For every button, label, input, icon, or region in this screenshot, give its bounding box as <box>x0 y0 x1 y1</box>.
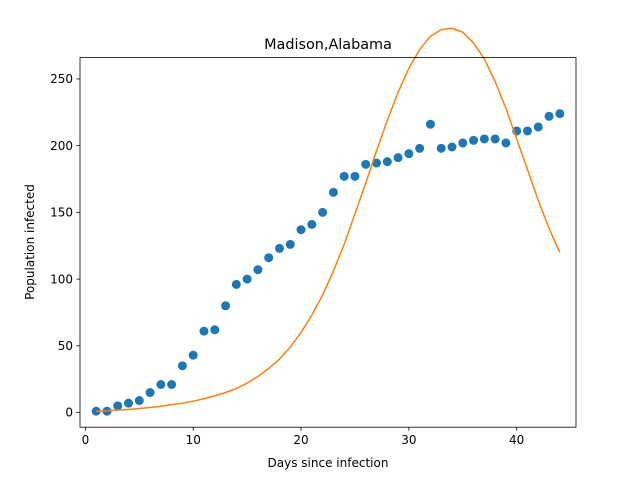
data-point <box>124 398 134 408</box>
series-line-1 <box>96 27 561 412</box>
x-tick-label: 0 <box>82 433 90 447</box>
data-point <box>544 111 554 121</box>
data-point <box>339 171 349 181</box>
data-point <box>199 326 209 336</box>
data-point <box>372 158 382 168</box>
y-tick-label: 0 <box>65 406 73 420</box>
data-point <box>296 225 306 235</box>
data-point <box>415 143 425 153</box>
x-tick-label: 20 <box>293 433 308 447</box>
x-tick-label: 40 <box>509 433 524 447</box>
data-point <box>393 153 403 163</box>
data-point <box>533 122 543 132</box>
y-tick-label: 50 <box>58 339 73 353</box>
data-point <box>490 134 500 144</box>
data-point <box>307 219 317 229</box>
data-point <box>274 243 284 253</box>
data-point <box>231 279 241 289</box>
data-point <box>458 138 468 148</box>
data-point <box>447 142 457 152</box>
data-point <box>285 239 295 249</box>
data-point <box>242 274 252 284</box>
data-point <box>210 325 220 335</box>
data-point <box>145 388 155 398</box>
x-axis-label: Days since infection <box>268 456 389 470</box>
data-point <box>501 138 511 148</box>
plot-area: 0 10 20 30 40 0 50 100 150 200 250 <box>50 27 577 447</box>
data-point <box>479 134 489 144</box>
y-axis-label: Population infected <box>23 184 37 300</box>
y-tick-label: 250 <box>50 72 73 86</box>
data-point <box>522 126 532 136</box>
data-point <box>425 119 435 129</box>
data-point <box>555 109 565 119</box>
data-point <box>350 171 360 181</box>
data-point <box>167 380 177 389</box>
data-point <box>382 157 392 167</box>
data-point <box>404 149 414 159</box>
axes-frame <box>79 57 577 428</box>
data-point <box>318 207 328 217</box>
chart-title: Madison,Alabama <box>264 37 392 53</box>
y-tick-label: 200 <box>50 139 73 153</box>
data-point <box>177 361 187 371</box>
data-point <box>134 396 144 406</box>
data-point <box>361 159 371 169</box>
data-point <box>328 187 338 197</box>
y-tick-label: 100 <box>50 272 73 286</box>
data-point <box>253 265 263 275</box>
data-point <box>264 253 274 263</box>
data-point <box>188 350 198 360</box>
x-tick-label: 30 <box>401 433 416 447</box>
data-point <box>156 380 166 389</box>
data-point <box>469 135 479 145</box>
data-point <box>113 401 123 411</box>
data-point <box>436 143 446 153</box>
x-tick-label: 10 <box>186 433 201 447</box>
y-tick-label: 150 <box>50 206 73 220</box>
data-point <box>221 301 231 311</box>
